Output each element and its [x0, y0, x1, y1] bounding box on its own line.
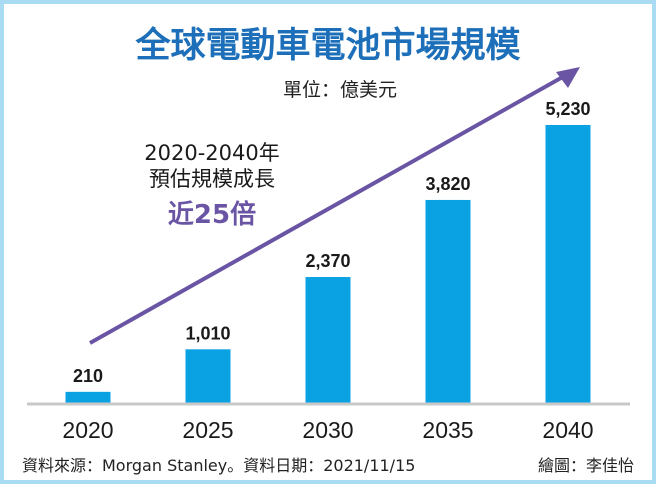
value-label: 5,230 [545, 99, 590, 119]
x-tick-label: 2030 [302, 417, 353, 443]
value-label: 3,820 [425, 174, 470, 194]
value-label: 210 [73, 366, 103, 386]
unit-label: 單位：億美元 [283, 79, 397, 101]
x-tick-label: 2035 [422, 417, 473, 443]
x-tick-label: 2025 [182, 417, 233, 443]
arrow-head-icon [556, 67, 580, 88]
x-tick-label: 2020 [62, 417, 113, 443]
value-label: 1,010 [185, 323, 230, 343]
annotation-line2: 預估規模成長 [149, 167, 275, 191]
chart-title: 全球電動車電池市場規模 [134, 25, 520, 66]
source-note: 資料來源：Morgan Stanley。資料日期：2021/11/15 [22, 456, 415, 475]
bar-2040 [545, 125, 591, 403]
x-tick-label: 2040 [542, 417, 593, 443]
bar-2030 [305, 277, 351, 403]
growth-arrow [89, 72, 569, 345]
bar-2020 [65, 391, 111, 403]
value-label: 2,370 [305, 251, 350, 271]
annotation-highlight: 近25倍 [168, 199, 256, 230]
bar-2035 [425, 199, 471, 403]
bar-2025 [185, 349, 231, 403]
annotation-line1: 2020-2040年 [144, 141, 279, 165]
credit-note: 繪圖：李佳怡 [538, 456, 634, 475]
